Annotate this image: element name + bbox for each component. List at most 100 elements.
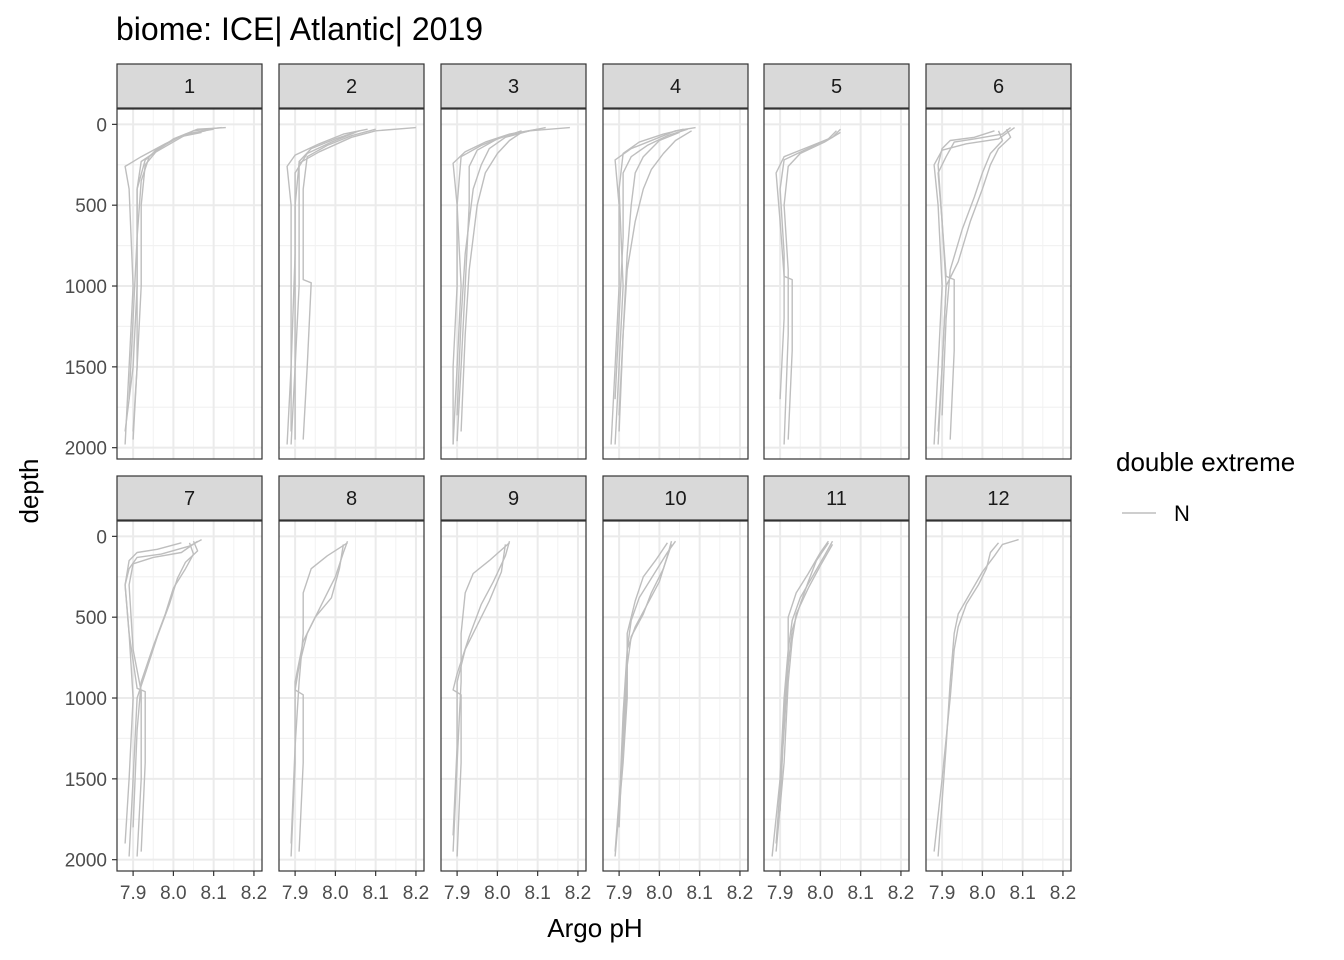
x-tick-label: 7.9	[606, 883, 632, 904]
profile-line	[290, 131, 356, 432]
y-axis-label: depth	[14, 458, 44, 523]
panel-background	[926, 109, 1071, 459]
facet-strip	[116, 63, 263, 109]
profile-line	[771, 540, 834, 857]
panel-border	[763, 520, 910, 872]
profile-line	[452, 128, 538, 445]
profile-line	[132, 542, 195, 828]
panel-border	[602, 108, 749, 460]
profile-line	[614, 542, 668, 852]
x-tick-label: 8.1	[362, 883, 388, 904]
profile-line	[618, 131, 680, 432]
profile-line	[302, 128, 376, 440]
facet-panel-8: 8 7.9 8.0 8.1 8.2	[278, 475, 429, 904]
x-tick-label: 8.2	[888, 883, 914, 904]
panel-border	[925, 520, 1072, 872]
panel-border	[440, 520, 587, 872]
chart-title: biome: ICE| Atlantic| 2019	[116, 11, 483, 47]
x-tick-label: 7.9	[120, 883, 146, 904]
profile-line	[618, 540, 677, 812]
x-tick-label: 7.9	[929, 883, 955, 904]
legend-title: double extreme	[1116, 447, 1295, 477]
facet-strip-label: 10	[664, 488, 686, 510]
y-tick-label: 0	[96, 527, 107, 548]
panel-background	[117, 109, 262, 459]
profile-line	[783, 131, 841, 445]
x-tick-label: 8.2	[241, 883, 267, 904]
profile-line	[775, 544, 834, 852]
facet-strip	[440, 475, 587, 521]
facet-strip-label: 6	[993, 76, 1004, 98]
y-tick-label: 1000	[65, 277, 107, 298]
panel-border	[278, 108, 425, 460]
x-tick-label: 8.0	[807, 883, 833, 904]
y-tick-label: 500	[75, 196, 107, 217]
profile-line	[456, 130, 522, 442]
facet-strip	[763, 475, 910, 521]
facet-strip-label: 9	[508, 488, 519, 510]
profile-line	[614, 128, 688, 400]
facet-panel-4: 4	[602, 63, 749, 460]
legend-entry-label: N	[1174, 501, 1190, 526]
panel-background	[279, 109, 424, 459]
y-tick-label: 0	[96, 115, 107, 136]
x-tick-label: 8.0	[322, 883, 348, 904]
facet-strip-label: 2	[346, 76, 357, 98]
x-tick-label: 8.0	[160, 883, 186, 904]
x-tick-label: 7.9	[444, 883, 470, 904]
x-tick-label: 8.2	[565, 883, 591, 904]
profile-line	[452, 544, 507, 836]
profile-line	[124, 542, 182, 844]
facet-panel-6: 6	[925, 63, 1072, 460]
profile-line	[128, 131, 202, 400]
profile-line	[460, 126, 546, 432]
facet-strip-label: 5	[831, 76, 842, 98]
facet-panel-10: 10 7.9 8.0 8.1 8.2	[602, 475, 753, 904]
profile-line	[294, 130, 360, 440]
facet-panel-9: 9 7.9 8.0 8.1 8.2	[440, 475, 591, 904]
y-tick-label: 1000	[65, 689, 107, 710]
y-tick-label: 2000	[65, 851, 107, 872]
y-tick-label: 500	[75, 608, 107, 629]
profile-line	[941, 130, 1004, 416]
facet-strip	[925, 475, 1072, 521]
facet-panel-1: 1 0 500 1000 1500 2000	[65, 63, 263, 460]
panel-border	[440, 108, 587, 460]
legend: double extreme N	[1116, 447, 1295, 526]
panel-background	[603, 109, 748, 459]
facet-strip-label: 11	[826, 488, 847, 510]
panel-background	[926, 521, 1071, 871]
facet-strip-label: 3	[508, 76, 519, 98]
x-tick-label: 8.0	[484, 883, 510, 904]
facet-strip-label: 8	[346, 488, 357, 510]
facet-strip-label: 1	[184, 76, 195, 98]
x-axis-label: Argo pH	[547, 913, 642, 943]
x-tick-label: 8.1	[200, 883, 226, 904]
facet-strip	[602, 63, 749, 109]
panel-border	[763, 108, 910, 460]
panel-background	[441, 521, 586, 871]
facet-strip	[278, 475, 425, 521]
facet-strip-label: 7	[184, 488, 195, 510]
x-tick-label: 7.9	[767, 883, 793, 904]
facet-strip	[925, 63, 1072, 109]
facet-strip	[116, 475, 263, 521]
y-tick-label: 2000	[65, 439, 107, 460]
profile-line	[456, 130, 530, 416]
profile-line	[286, 128, 368, 445]
profile-line	[132, 126, 226, 432]
facet-strip	[440, 63, 587, 109]
facet-panel-2: 2	[278, 63, 425, 460]
panel-border	[602, 520, 749, 872]
profile-line	[614, 128, 684, 445]
facet-panel-5: 5	[763, 63, 910, 460]
facet-strip	[602, 475, 749, 521]
panel-border	[116, 108, 263, 460]
x-tick-label: 8.2	[1050, 883, 1076, 904]
profile-line	[618, 544, 673, 828]
x-tick-label: 8.1	[686, 883, 712, 904]
x-tick-label: 8.0	[969, 883, 995, 904]
y-tick-label: 1500	[65, 358, 107, 379]
facet-panel-12: 12 7.9 8.0 8.1 8.2	[925, 475, 1076, 904]
